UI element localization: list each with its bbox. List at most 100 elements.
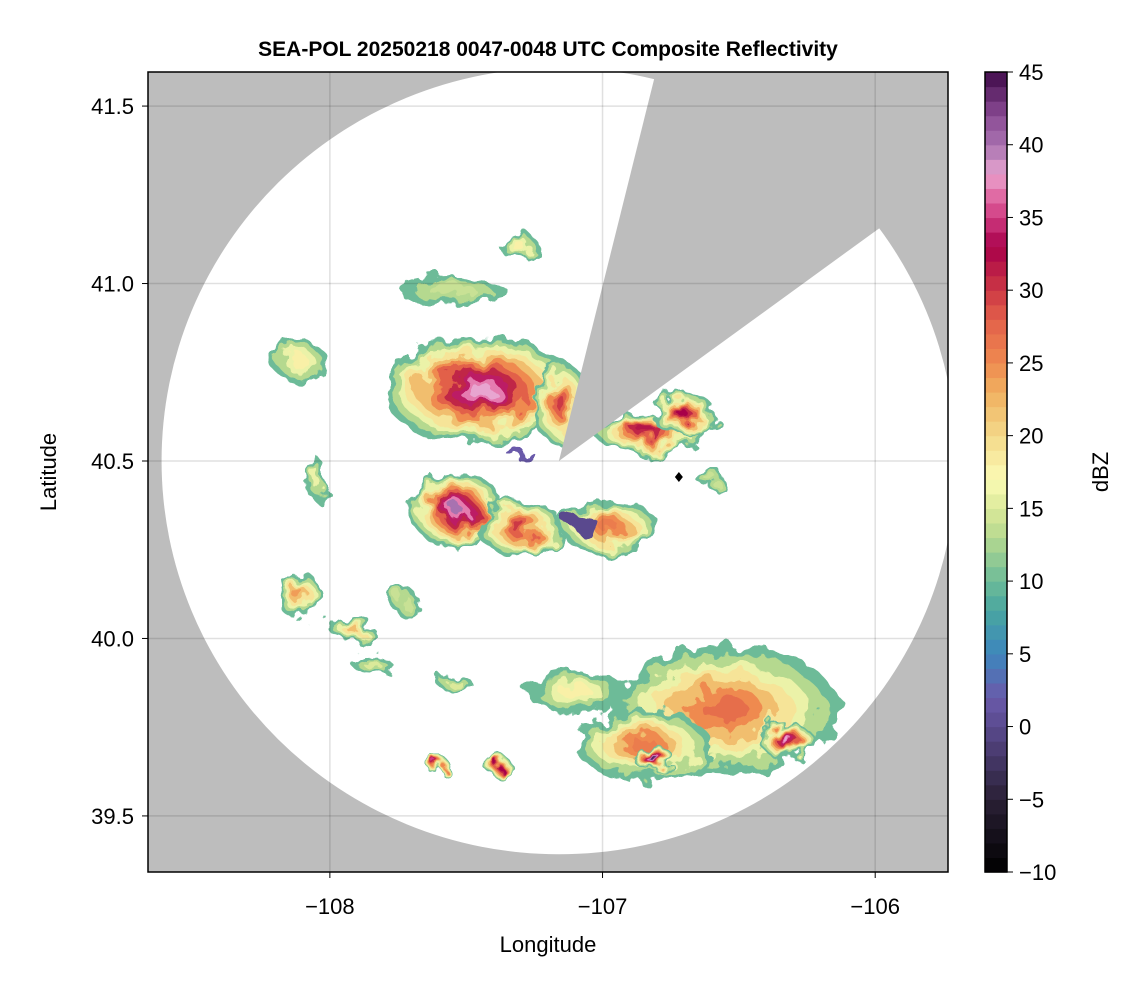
colorbar-band	[985, 290, 1007, 306]
x-axis-label: Longitude	[500, 932, 597, 957]
echo-cell	[348, 823, 366, 831]
echo-cell	[485, 755, 513, 777]
colorbar-band	[985, 741, 1007, 757]
echo-cell	[534, 361, 589, 447]
colorbar-band	[985, 188, 1007, 204]
echo-contour	[640, 429, 658, 436]
x-tick-label: −108	[305, 894, 355, 919]
low-reflectivity-patch	[507, 450, 535, 458]
y-tick-label: 40.0	[91, 626, 134, 651]
colorbar-band	[985, 566, 1007, 582]
echo-contour	[445, 676, 460, 686]
echo-contour	[294, 590, 305, 602]
echo-cell	[575, 709, 712, 781]
colorbar-band	[985, 755, 1007, 771]
colorbar-band	[985, 668, 1007, 684]
x-tick-label: −107	[578, 894, 628, 919]
echo-cell	[501, 233, 540, 263]
colorbar-frame	[984, 71, 1008, 873]
y-tick-label: 40.5	[91, 449, 134, 474]
colorbar-band	[985, 202, 1007, 219]
colorbar-band	[985, 464, 1007, 480]
colorbar-tick-label: 5	[1019, 642, 1031, 667]
echo-contour	[467, 383, 493, 397]
echo-cell	[305, 457, 328, 501]
echo-cell	[760, 723, 816, 760]
echo-cell	[428, 755, 450, 777]
colorbar-band	[985, 682, 1007, 699]
colorbar-band	[985, 552, 1007, 568]
echo-contour	[436, 764, 441, 769]
colorbar-band	[985, 173, 1007, 189]
echo-cell	[651, 393, 718, 437]
echo-cell	[398, 276, 508, 305]
colorbar-band	[985, 712, 1007, 728]
colorbar-tick-label: 10	[1019, 569, 1043, 594]
echo-contour	[354, 824, 360, 829]
colorbar-band	[985, 813, 1007, 829]
grid-lines	[148, 72, 948, 872]
colorbar-band	[985, 770, 1007, 786]
echo-contour	[514, 243, 528, 253]
y-axis-label: Latitude	[36, 433, 61, 511]
colorbar-band	[985, 610, 1007, 626]
radar-coverage	[148, 72, 948, 872]
echo-contour	[290, 354, 309, 369]
echo-cell	[278, 571, 322, 621]
colorbar-tick-label: 35	[1019, 205, 1043, 230]
echo-cell	[381, 336, 578, 444]
colorbar-band	[985, 275, 1007, 291]
colorbar-band	[985, 697, 1007, 713]
y-tick-label: 41.0	[91, 272, 134, 297]
low-reflectivity-patch	[567, 517, 600, 532]
colorbar-tick-label: 25	[1019, 351, 1043, 376]
echo-cell	[697, 468, 726, 490]
colorbar-band	[985, 72, 1007, 88]
echo-cell	[392, 588, 420, 618]
colorbar-label: dBZ	[1088, 452, 1113, 492]
echo-contour	[345, 623, 358, 632]
echo-cell	[436, 670, 469, 692]
colorbar-band	[985, 392, 1007, 408]
colorbar-band	[985, 377, 1007, 393]
echo-contour	[652, 757, 657, 762]
echo-contour	[558, 684, 592, 699]
colorbar-band	[985, 857, 1007, 873]
echo-contour	[702, 696, 749, 723]
echo-contour	[311, 469, 321, 488]
colorbar-band	[985, 784, 1007, 800]
plot-frame	[147, 71, 949, 873]
colorbar-band	[985, 144, 1007, 160]
colorbar-band	[985, 595, 1007, 611]
colorbar-band	[985, 159, 1007, 175]
colorbar-band	[985, 261, 1007, 277]
y-axis: 39.5 40.0 40.5 41.0 41.5	[91, 94, 148, 829]
colorbar-band	[985, 406, 1007, 422]
colorbar-band	[985, 130, 1007, 146]
colorbar-band	[985, 537, 1007, 553]
colorbar-band	[985, 435, 1007, 451]
colorbar-band	[985, 493, 1007, 509]
colorbar-band	[985, 726, 1007, 742]
echo-contour	[600, 522, 621, 535]
echo-contour	[362, 658, 379, 668]
echo-cell	[477, 500, 565, 557]
colorbar-band	[985, 639, 1007, 655]
echo-cell	[351, 652, 390, 674]
colorbar-band	[985, 217, 1007, 233]
colorbar-band	[985, 304, 1007, 320]
echo-contour	[513, 523, 529, 534]
colorbar-band	[985, 450, 1007, 466]
echo-contour	[451, 505, 465, 516]
echo-contour	[429, 284, 476, 297]
colorbar-band	[985, 799, 1007, 815]
colorbar-band	[985, 624, 1007, 640]
colorbar-band	[985, 319, 1007, 335]
colorbar-band	[985, 581, 1007, 597]
y-tick-label: 39.5	[91, 804, 134, 829]
colorbar-tick-label: 45	[1019, 60, 1043, 85]
colorbar-band	[985, 246, 1007, 262]
x-axis: −108 −107 −106	[305, 872, 900, 919]
colorbar-band	[985, 333, 1007, 349]
